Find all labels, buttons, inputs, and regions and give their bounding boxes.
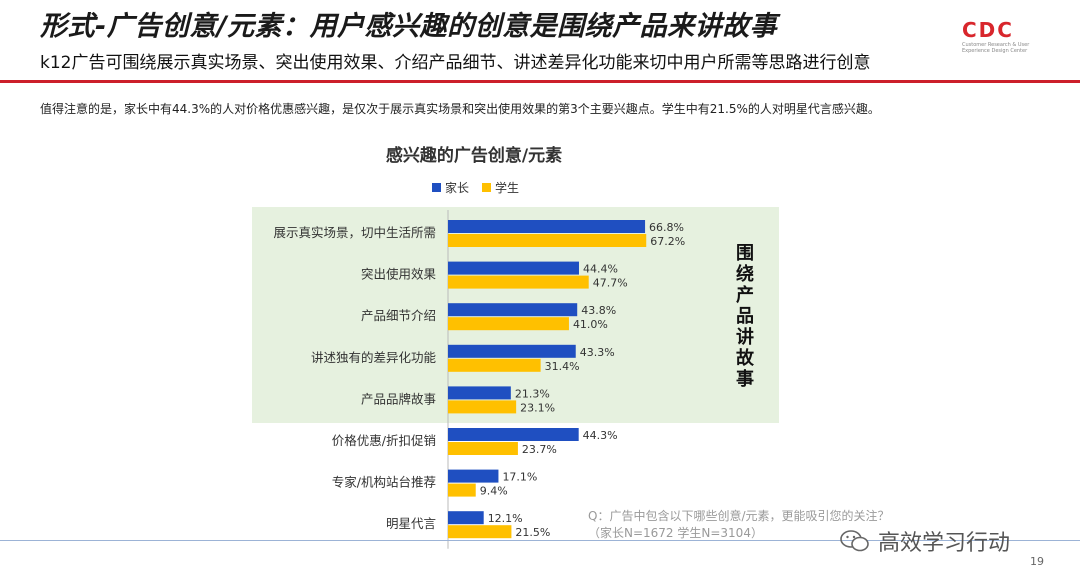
category-label: 价格优惠/折扣促销	[332, 433, 436, 448]
page-number: 19	[1030, 555, 1044, 568]
category-label: 专家/机构站台推荐	[332, 475, 436, 490]
highlight-label-char: 围	[736, 243, 754, 264]
legend-label-0: 家长	[445, 180, 469, 195]
bar-student	[448, 317, 569, 331]
bar-student	[448, 525, 512, 539]
bar-parent	[448, 220, 646, 233]
bar-student	[448, 234, 647, 247]
page-title: 形式-广告创意/元素：用户感兴趣的创意是围绕产品来讲故事	[40, 11, 778, 42]
data-label: 17.1%	[502, 471, 537, 484]
highlight-label-char: 讲	[736, 326, 754, 348]
bar-parent	[448, 511, 484, 525]
data-label: 43.3%	[580, 346, 615, 359]
logo-subtext: Customer Research & User Experience Desi…	[962, 42, 1030, 54]
data-label: 44.4%	[583, 263, 618, 276]
highlight-label-char: 事	[736, 368, 754, 390]
sample-size-text: （家长N=1672 学生N=3104）	[588, 526, 763, 540]
bar-parent	[448, 303, 578, 317]
chart-title: 感兴趣的广告创意/元素	[386, 145, 562, 166]
header-divider	[0, 80, 1080, 83]
watermark-text: 高效学习行动	[878, 531, 1011, 556]
page-subtitle: k12广告可围绕展示真实场景、突出使用效果、介绍产品细节、讲述差异化功能来切中用…	[40, 53, 871, 73]
category-label: 产品品牌故事	[361, 391, 436, 406]
category-label: 明星代言	[386, 516, 436, 531]
wechat-watermark: 高效学习行动	[840, 525, 1010, 557]
logo-text: CDC	[962, 18, 1014, 42]
data-label: 47.7%	[593, 277, 628, 290]
bar-student	[448, 483, 476, 497]
data-label: 66.8%	[649, 221, 684, 234]
bar-student	[448, 400, 517, 414]
data-label: 31.4%	[545, 360, 580, 373]
data-label: 21.5%	[515, 526, 550, 539]
highlight-label-char: 绕	[736, 263, 754, 285]
data-label: 9.4%	[480, 485, 508, 498]
legend-label-1: 学生	[495, 180, 519, 195]
bar-student	[448, 275, 589, 289]
category-label: 突出使用效果	[361, 267, 437, 282]
bar-parent	[448, 428, 579, 441]
question-text: Q：广告中包含以下哪些创意/元素，更能吸引您的关注？	[588, 509, 890, 523]
data-label: 41.0%	[573, 318, 608, 331]
category-label: 产品细节介绍	[361, 308, 436, 323]
legend-swatch-1	[482, 183, 491, 192]
highlight-label-char: 故	[736, 347, 755, 369]
category-label: 展示真实场景，切中生活所需	[273, 225, 436, 240]
data-label: 67.2%	[650, 235, 685, 248]
wechat-icon	[840, 530, 869, 552]
bar-parent	[448, 261, 579, 275]
footer-divider	[0, 540, 1080, 541]
data-label: 43.8%	[581, 304, 616, 317]
highlight-label-char: 产	[736, 284, 754, 306]
data-label: 21.3%	[515, 387, 550, 400]
bar-parent	[448, 386, 511, 400]
survey-question: Q：广告中包含以下哪些创意/元素，更能吸引您的关注？ （家长N=1672 学生N…	[588, 508, 890, 542]
bar-student	[448, 442, 518, 455]
data-label: 12.1%	[488, 512, 523, 525]
highlight-label-char: 品	[736, 306, 754, 327]
data-label: 23.7%	[522, 443, 557, 456]
data-label: 44.3%	[583, 429, 618, 442]
cdc-logo: CDC Customer Research & User Experience …	[960, 18, 1040, 60]
bar-parent	[448, 469, 499, 483]
bar-student	[448, 358, 541, 372]
legend-swatch-0	[432, 183, 441, 192]
bar-parent	[448, 344, 576, 358]
insight-note: 值得注意的是，家长中有44.3%的人对价格优惠感兴趣，是仅次于展示真实场景和突出…	[40, 102, 880, 116]
data-label: 23.1%	[520, 401, 555, 414]
category-label: 讲述独有的差异化功能	[311, 350, 437, 365]
